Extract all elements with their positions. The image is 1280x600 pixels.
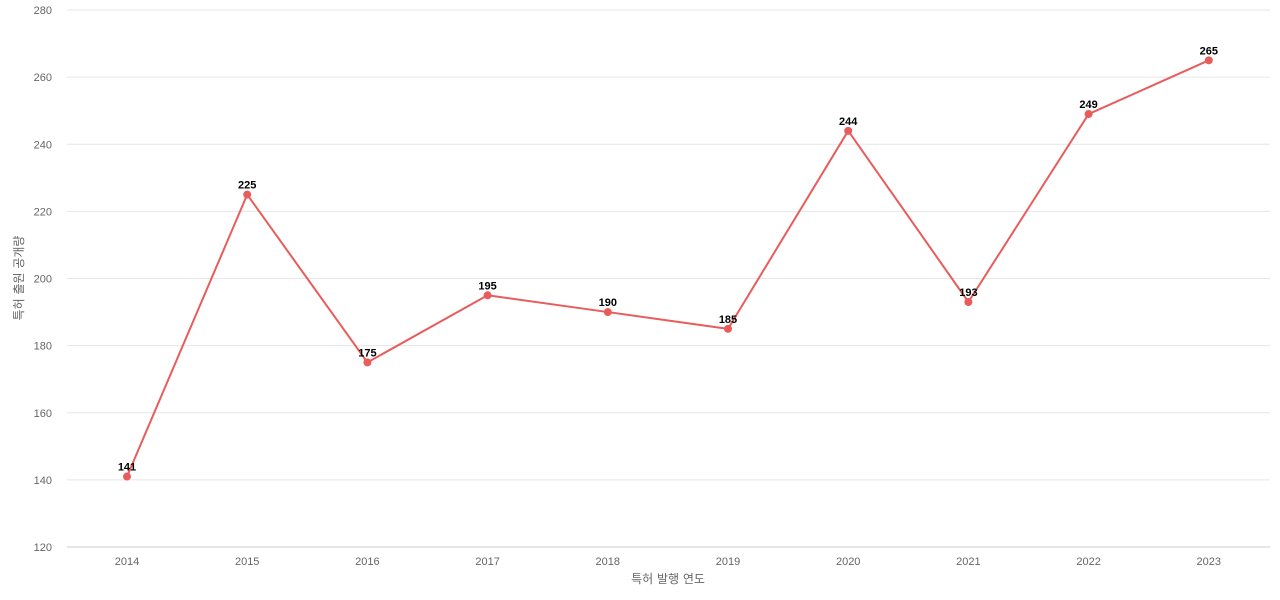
data-point[interactable] bbox=[1084, 110, 1093, 119]
y-tick-label: 140 bbox=[34, 475, 52, 487]
x-tick-label: 2020 bbox=[836, 556, 860, 568]
y-tick-label: 160 bbox=[34, 408, 52, 420]
data-point[interactable] bbox=[483, 291, 492, 300]
y-tick-label: 240 bbox=[34, 139, 52, 151]
data-label: 195 bbox=[478, 280, 496, 292]
data-point[interactable] bbox=[844, 126, 853, 135]
data-label: 193 bbox=[959, 287, 977, 299]
data-label: 244 bbox=[839, 116, 858, 128]
data-point[interactable] bbox=[123, 472, 131, 481]
y-axis-ticks: 120 140 160 180 200 220 240 260 280 bbox=[34, 5, 52, 554]
data-labels: 141 225 175 195 190 185 244 193 249 265 bbox=[118, 45, 1218, 473]
x-tick-label: 2023 bbox=[1197, 556, 1221, 568]
x-axis-ticks: 2014 2015 2016 2017 2018 2019 2020 2021 2022 2023 bbox=[115, 556, 1221, 568]
data-point[interactable] bbox=[1204, 56, 1213, 65]
x-tick-label: 2019 bbox=[716, 556, 740, 568]
data-point[interactable] bbox=[603, 308, 612, 317]
data-label: 249 bbox=[1079, 99, 1097, 111]
y-tick-label: 200 bbox=[34, 274, 52, 286]
y-tick-label: 120 bbox=[34, 542, 52, 554]
data-label: 190 bbox=[599, 297, 617, 309]
data-point[interactable] bbox=[724, 324, 732, 333]
x-axis-title: 특허 발행 연도 bbox=[631, 571, 705, 586]
x-tick-label: 2014 bbox=[115, 556, 139, 568]
x-tick-label: 2018 bbox=[596, 556, 620, 568]
data-label: 225 bbox=[238, 180, 256, 192]
series-line bbox=[126, 59, 1210, 477]
x-tick-label: 2021 bbox=[956, 556, 980, 568]
y-tick-label: 220 bbox=[34, 206, 52, 218]
y-axis-title: 특허 출원 공개량 bbox=[12, 236, 26, 321]
data-point[interactable] bbox=[243, 190, 252, 199]
data-label: 185 bbox=[719, 314, 737, 326]
x-tick-label: 2015 bbox=[235, 556, 259, 568]
y-tick-label: 260 bbox=[34, 72, 52, 84]
x-tick-label: 2022 bbox=[1076, 556, 1100, 568]
y-tick-label: 180 bbox=[34, 341, 52, 353]
data-point[interactable] bbox=[363, 358, 372, 367]
data-point[interactable] bbox=[964, 297, 973, 306]
x-tick-label: 2016 bbox=[355, 556, 379, 568]
x-tick-label: 2017 bbox=[475, 556, 499, 568]
data-label: 175 bbox=[358, 347, 376, 359]
grid-lines bbox=[67, 9, 1270, 548]
series-layer bbox=[123, 56, 1213, 481]
data-label: 265 bbox=[1200, 45, 1218, 57]
y-tick-label: 280 bbox=[34, 5, 52, 17]
data-label: 141 bbox=[118, 462, 136, 474]
